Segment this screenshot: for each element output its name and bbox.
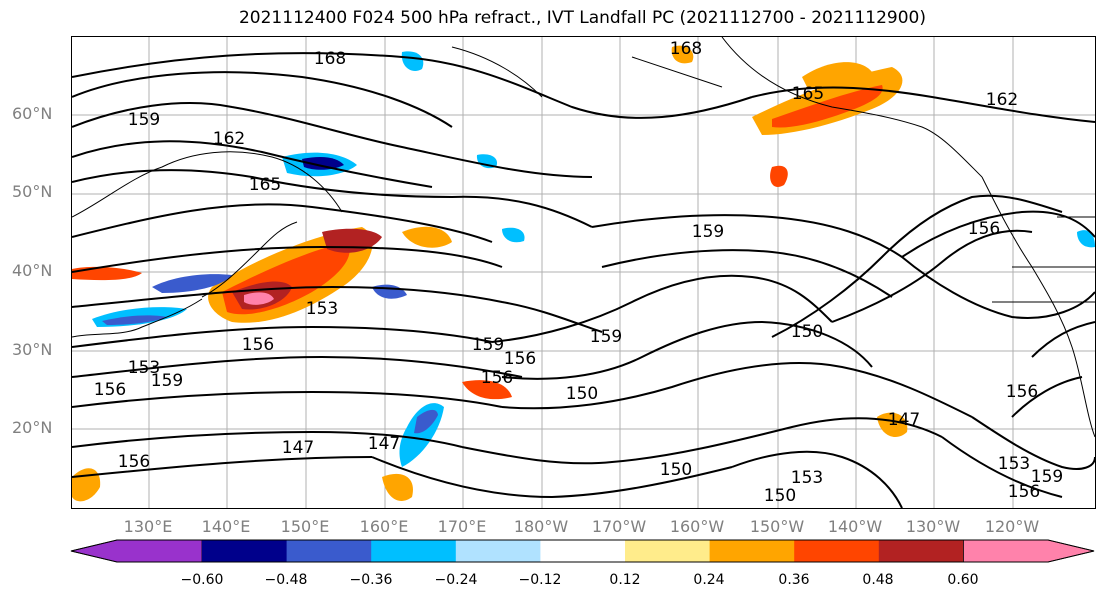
contour-label: 147 bbox=[282, 438, 314, 458]
lat-label-20n: 20°N bbox=[12, 418, 53, 437]
colorbar-segment bbox=[202, 540, 288, 562]
contour-label: 159 bbox=[590, 327, 622, 347]
colorbar-segment bbox=[455, 540, 541, 562]
colorbar-segment bbox=[963, 539, 1095, 563]
map-panel: 168 168 165 162 159 162 165 159 156 153 … bbox=[71, 36, 1096, 509]
colorbar-segment bbox=[709, 540, 795, 562]
lon-label: 130°E bbox=[123, 517, 173, 536]
colorbar-segment bbox=[371, 540, 457, 562]
lon-label: 180°W bbox=[513, 517, 569, 536]
lat-label-30n: 30°N bbox=[12, 340, 53, 359]
contour-label: 156 bbox=[504, 349, 536, 369]
contour-label: 168 bbox=[314, 49, 346, 69]
colorbar-tick-label: −0.36 bbox=[349, 572, 393, 588]
colorbar bbox=[70, 539, 1095, 563]
contour-label: 156 bbox=[1006, 382, 1038, 402]
lat-label-60n: 60°N bbox=[12, 104, 53, 123]
colorbar-segment bbox=[70, 539, 203, 563]
contour-label: 159 bbox=[692, 222, 724, 242]
colorbar-outline bbox=[70, 539, 1095, 563]
lon-label: 140°W bbox=[827, 517, 883, 536]
contour-label: 153 bbox=[791, 468, 823, 488]
contour-label: 153 bbox=[306, 299, 338, 319]
contour-label: 150 bbox=[660, 460, 692, 480]
lat-label-40n: 40°N bbox=[12, 261, 53, 280]
lon-label: 120°W bbox=[984, 517, 1040, 536]
contour-label: 150 bbox=[764, 486, 796, 506]
contour-label-group: 168 168 165 162 159 162 165 159 156 153 … bbox=[94, 39, 1063, 506]
contour-label: 150 bbox=[566, 384, 598, 404]
contour-label: 159 bbox=[151, 371, 183, 391]
contour-label: 150 bbox=[791, 322, 823, 342]
colorbar-segment bbox=[286, 540, 372, 562]
colorbar-tick-label: 0.12 bbox=[609, 572, 641, 588]
colorbar-tick-label: −0.12 bbox=[518, 572, 562, 588]
contour-label: 168 bbox=[670, 39, 702, 59]
contour-label: 159 bbox=[1031, 467, 1063, 487]
colorbar-tick-label: 0.24 bbox=[693, 572, 725, 588]
map-canvas: 168 168 165 162 159 162 165 159 156 153 … bbox=[72, 37, 1095, 508]
contour-label: 156 bbox=[968, 219, 1000, 239]
contour-label: 147 bbox=[368, 434, 400, 454]
coastlines bbox=[72, 37, 1095, 438]
lon-label: 170°E bbox=[437, 517, 487, 536]
lon-label: 140°E bbox=[201, 517, 251, 536]
colorbar-tick-label: 0.36 bbox=[778, 572, 810, 588]
contour-label: 162 bbox=[213, 129, 245, 149]
lon-label: 130°W bbox=[905, 517, 961, 536]
contour-label: 153 bbox=[998, 454, 1030, 474]
contour-label: 165 bbox=[792, 84, 824, 104]
colorbar-segment bbox=[540, 540, 626, 562]
contour-label: 156 bbox=[1008, 482, 1040, 502]
lon-label: 160°E bbox=[359, 517, 409, 536]
refractivity-contours bbox=[72, 52, 1095, 508]
colorbar-tick-label: 0.60 bbox=[947, 572, 979, 588]
colorbar-segment bbox=[878, 540, 964, 562]
contour-label: 147 bbox=[888, 410, 920, 430]
lon-label: 160°W bbox=[669, 517, 725, 536]
contour-label: 156 bbox=[118, 452, 150, 472]
lat-label-50n: 50°N bbox=[12, 182, 53, 201]
contour-label: 156 bbox=[242, 335, 274, 355]
colorbar-segment bbox=[794, 540, 880, 562]
colorbar-tick-label: −0.24 bbox=[434, 572, 478, 588]
colorbar-segment bbox=[625, 540, 711, 562]
colorbar-tick-label: −0.48 bbox=[264, 572, 308, 588]
contour-label: 159 bbox=[128, 110, 160, 130]
colorbar-tick-label: −0.60 bbox=[180, 572, 224, 588]
colorbar-tick-label: 0.48 bbox=[862, 572, 894, 588]
contour-label: 153 bbox=[128, 358, 160, 378]
contour-label: 165 bbox=[249, 175, 281, 195]
contour-label: 159 bbox=[472, 335, 504, 355]
contour-label: 156 bbox=[481, 368, 513, 388]
lon-label: 150°W bbox=[749, 517, 805, 536]
map-title: 2021112400 F024 500 hPa refract., IVT La… bbox=[238, 8, 926, 28]
contour-label: 156 bbox=[94, 380, 126, 400]
contour-label: 162 bbox=[986, 90, 1018, 110]
lon-label: 150°E bbox=[280, 517, 330, 536]
lon-label: 170°W bbox=[591, 517, 647, 536]
